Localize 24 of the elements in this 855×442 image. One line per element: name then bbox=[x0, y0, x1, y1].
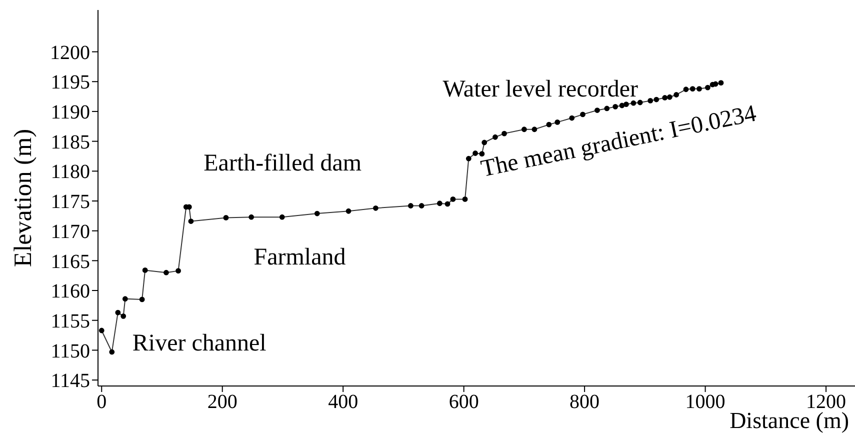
x-tick-label: 200 bbox=[207, 391, 238, 414]
x-tick-label: 400 bbox=[328, 391, 358, 414]
y-tick-label: 1200 bbox=[50, 42, 90, 64]
y-tick-label: 1180 bbox=[50, 161, 90, 184]
y-tick-label: 1175 bbox=[50, 191, 90, 214]
y-axis-title: Elevation (m) bbox=[10, 128, 37, 268]
x-tick-label: 0 bbox=[96, 391, 107, 414]
annotation: River channel bbox=[132, 330, 267, 356]
x-tick-label: 800 bbox=[570, 391, 600, 414]
annotation: Earth-filled dam bbox=[204, 150, 362, 177]
y-tick-label: 1170 bbox=[50, 220, 90, 243]
y-tick-label: 1195 bbox=[50, 72, 90, 94]
annotation: Water level recorder bbox=[442, 76, 638, 103]
x-tick-label: 1000 bbox=[685, 391, 726, 414]
y-tick-label: 1165 bbox=[50, 250, 90, 273]
y-tick-label: 1185 bbox=[50, 131, 90, 154]
annotation: Farmland bbox=[254, 244, 346, 270]
y-tick-label: 1150 bbox=[50, 340, 90, 362]
y-tick-label: 1160 bbox=[50, 280, 90, 303]
y-tick-label: 1145 bbox=[50, 370, 90, 392]
x-tick-label: 600 bbox=[448, 391, 479, 414]
y-tick-label: 1155 bbox=[50, 310, 90, 332]
y-tick-label: 1190 bbox=[50, 102, 90, 124]
annotation: The mean gradient: I=0.0234 bbox=[478, 100, 758, 183]
